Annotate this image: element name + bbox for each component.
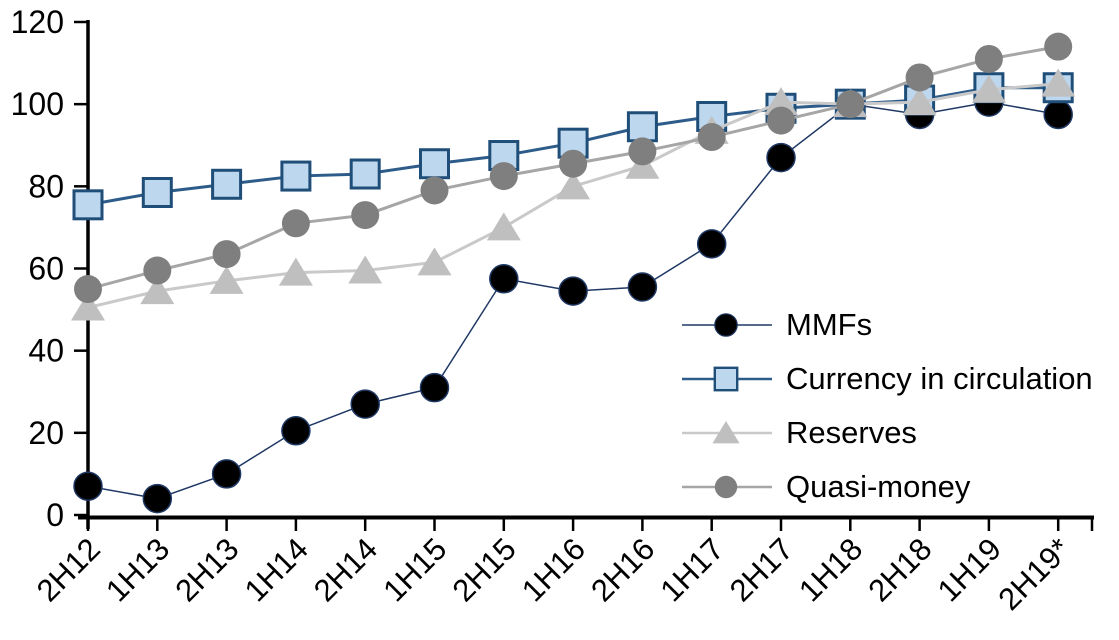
- y-axis-tick-label: 100: [11, 86, 64, 122]
- data-point-circle: [211, 459, 242, 489]
- data-point-circle: [489, 264, 519, 294]
- legend-item-currency: Currency in circulation: [680, 352, 1093, 406]
- data-point-triangle: [902, 87, 937, 116]
- data-point-circle: [281, 209, 310, 238]
- data-point-circle: [74, 275, 102, 304]
- data-point-circle: [696, 229, 727, 259]
- data-point-triangle: [556, 171, 591, 200]
- data-point-circle: [281, 416, 311, 446]
- x-axis-tick-label: 1H18: [792, 531, 869, 608]
- y-axis-tick-label: 0: [46, 497, 64, 533]
- data-point-square: [72, 189, 104, 221]
- data-point-circle: [1044, 32, 1073, 61]
- x-axis-tick-label: 1H13: [99, 531, 176, 608]
- legend-marker-reserves-icon: [682, 421, 772, 444]
- legend-item-quasi-money: Quasi-money: [680, 460, 1093, 514]
- data-point-circle: [212, 240, 241, 269]
- data-point-circle: [558, 276, 588, 306]
- data-point-circle: [142, 483, 173, 514]
- x-axis-tick-label: 2H15: [446, 531, 523, 608]
- data-point-triangle: [764, 87, 798, 116]
- data-point-triangle: [417, 247, 452, 276]
- chart-legend: MMFs Currency in circulation Reserves Qu…: [680, 298, 1093, 514]
- data-point-circle: [143, 256, 172, 285]
- x-axis-tick-label: 1H16: [515, 531, 592, 608]
- data-point-circle: [714, 475, 738, 499]
- x-axis-tick-label: 2H14: [307, 531, 384, 608]
- data-point-circle: [627, 272, 658, 302]
- x-axis-tick-label: 2H16: [584, 531, 661, 608]
- data-point-triangle: [278, 257, 313, 286]
- data-point-circle: [73, 471, 103, 501]
- data-point-circle: [351, 201, 380, 230]
- data-point-triangle: [140, 276, 175, 305]
- data-point-circle: [420, 176, 449, 205]
- x-axis-tick-label: 1H15: [376, 531, 453, 608]
- data-point-triangle: [486, 212, 521, 241]
- y-axis-tick-label: 120: [11, 4, 64, 40]
- data-point-circle: [419, 372, 450, 403]
- y-axis-tick-label: 80: [28, 168, 64, 204]
- data-point-square: [280, 160, 312, 192]
- x-axis-tick-label: 2H17: [723, 531, 800, 608]
- legend-marker-currency-icon: [682, 366, 772, 392]
- legend-label-currency: Currency in circulation: [786, 361, 1093, 396]
- series-reserves: [71, 68, 1076, 321]
- legend-marker-quasi-money-icon: [682, 475, 772, 499]
- x-axis-tick-label: 2H13: [168, 531, 245, 608]
- data-point-circle: [766, 142, 796, 173]
- data-point-square: [141, 176, 173, 208]
- legend-label-reserves: Reserves: [786, 415, 917, 450]
- data-point-circle: [836, 90, 865, 119]
- data-point-triangle: [712, 421, 740, 444]
- x-axis-tick-label: 2H12: [30, 531, 107, 608]
- data-point-circle: [1043, 99, 1073, 130]
- data-point-circle: [628, 137, 657, 166]
- y-axis-tick-label: 40: [28, 333, 64, 369]
- data-point-square: [349, 158, 381, 190]
- series-mmfs: [73, 87, 1073, 514]
- x-axis-tick-label: 1H14: [238, 531, 315, 608]
- data-point-square: [211, 168, 243, 200]
- data-point-triangle: [209, 265, 244, 294]
- data-point-circle: [559, 149, 588, 178]
- data-point-square: [626, 111, 658, 143]
- legend-label-mmfs: MMFs: [786, 307, 873, 342]
- data-point-triangle: [348, 255, 383, 284]
- data-point-circle: [767, 106, 795, 135]
- y-axis: 0 20 40 60 80 100 120: [11, 4, 90, 533]
- data-point-triangle: [971, 74, 1006, 103]
- data-point-circle: [350, 389, 380, 419]
- y-axis-tick-label: 20: [28, 415, 64, 451]
- x-axis-tick-label: 1H17: [653, 531, 730, 608]
- data-point-circle: [905, 63, 934, 92]
- legend-item-reserves: Reserves: [680, 406, 1093, 460]
- data-point-circle: [697, 123, 726, 152]
- data-point-square: [419, 148, 450, 180]
- legend-item-mmfs: MMFs: [680, 298, 1093, 352]
- x-axis-tick-label: 2H19*: [991, 531, 1077, 617]
- x-axis: 2H121H132H131H142H141H152H151H162H161H17…: [30, 515, 1094, 617]
- data-point-triangle: [1041, 68, 1076, 97]
- series-quasi-money: [74, 32, 1073, 304]
- x-axis-tick-label: 2H18: [861, 531, 938, 608]
- legend-label-quasi-money: Quasi-money: [786, 469, 971, 504]
- data-point-circle: [974, 44, 1003, 73]
- y-axis-tick-label: 60: [28, 251, 64, 287]
- data-point-circle: [714, 313, 738, 337]
- data-point-square: [713, 366, 739, 392]
- data-point-circle: [489, 162, 518, 191]
- data-point-triangle: [71, 292, 105, 321]
- legend-marker-mmfs-icon: [682, 313, 772, 337]
